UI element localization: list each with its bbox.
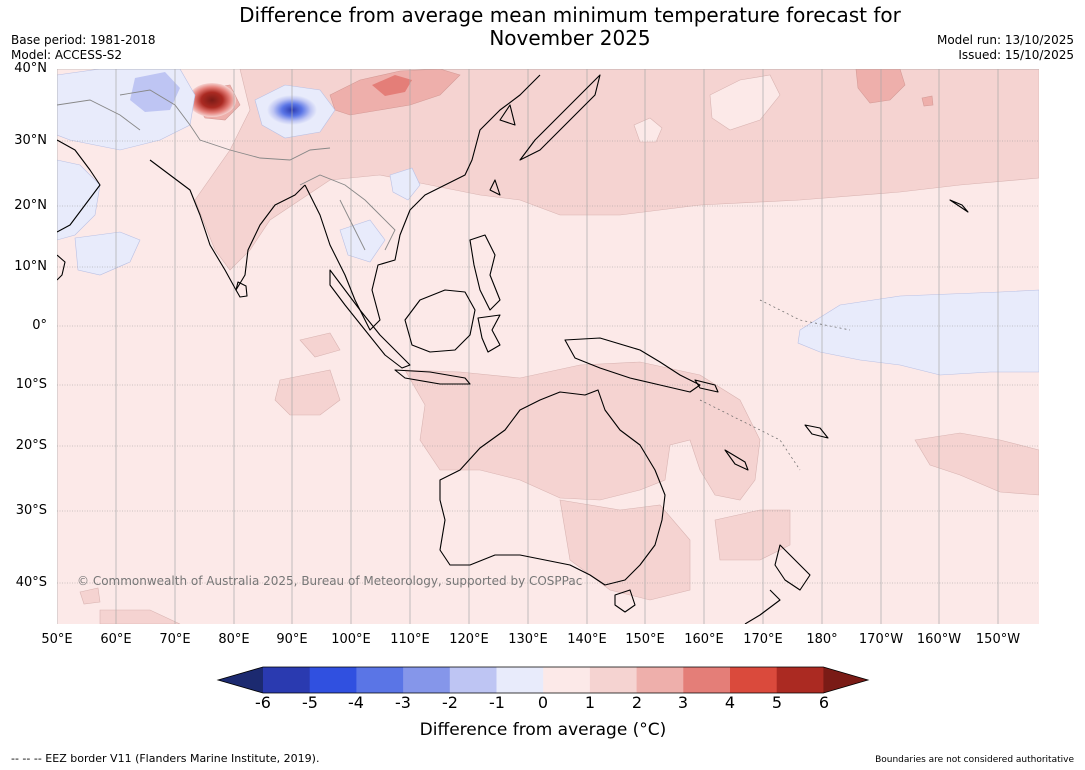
colorbar-tick: -5 [302, 693, 318, 712]
colorbar-segment [309, 667, 357, 693]
colorbar-tick: 1 [584, 693, 596, 712]
lon-label: 100°E [331, 632, 371, 647]
country-borders [57, 89, 396, 251]
model-name: Model: ACCESS-S2 [11, 48, 123, 62]
colorbar-tick: 4 [724, 693, 736, 712]
lon-label: 170°E [743, 632, 783, 647]
colorbar-outline [216, 666, 870, 694]
colorbar-tick: -4 [348, 693, 364, 712]
colorbar-segment [589, 667, 638, 693]
colorbar-tick: 6 [818, 693, 830, 712]
lat-label: 40°N [14, 61, 47, 76]
colorbar-segment [636, 667, 684, 693]
lat-label: 20°S [15, 438, 47, 453]
lon-label: 150°W [975, 632, 1021, 647]
colorbar-tick: 2 [631, 693, 643, 712]
eez-legend-note: -- -- -- EEZ border V11 (Flanders Marine… [11, 752, 320, 765]
meridians [57, 69, 999, 624]
lon-label: 160°E [684, 632, 724, 647]
lon-label: 50°E [41, 632, 73, 647]
colorbar-extend-low [218, 667, 263, 693]
meta-left: Base period: 1981-2018 Model: ACCESS-S2 [11, 33, 156, 63]
anomaly-3-to-4-area [372, 75, 412, 96]
colorbar-tick: 0 [537, 693, 549, 712]
colorbar-segment [776, 667, 824, 693]
colorbar-extend-high [823, 667, 868, 693]
lon-label: 60°E [100, 632, 132, 647]
colorbar-tick: -1 [489, 693, 505, 712]
lat-label: 30°N [14, 133, 47, 148]
colorbar-segment [403, 667, 451, 693]
lat-label: 0° [32, 318, 47, 333]
colorbar-segment [496, 667, 544, 693]
coastlines [57, 74, 969, 624]
base-period: Base period: 1981-2018 [11, 33, 156, 47]
lon-label: 90°E [276, 632, 308, 647]
lon-label: 130°E [508, 632, 548, 647]
lon-label: 140°E [567, 632, 607, 647]
lon-label: 80°E [218, 632, 250, 647]
issued-date: Issued: 15/10/2025 [958, 48, 1074, 62]
colorbar [216, 666, 870, 694]
colorbar-label: Difference from average (°C) [419, 720, 667, 740]
lat-label: 10°N [14, 259, 47, 274]
map-title: Difference from average mean minimum tem… [170, 4, 970, 50]
colorbar-segment [449, 667, 497, 693]
anomaly-1-to-2-areas [79, 69, 1039, 624]
lon-label: 180° [806, 632, 838, 647]
graticule [57, 69, 1039, 584]
copyright-notice: © Commonwealth of Australia 2025, Bureau… [77, 574, 583, 588]
colorbar-tick: 3 [677, 693, 689, 712]
colorbar-segment [543, 667, 591, 693]
title-line-1: Difference from average mean minimum tem… [239, 3, 901, 27]
colorbar-tick: -3 [395, 693, 411, 712]
lon-label: 150°E [625, 632, 665, 647]
colorbar-tick: 5 [771, 693, 783, 712]
lat-label: 30°S [15, 503, 47, 518]
boundary-disclaimer: Boundaries are not considered authoritat… [875, 755, 1074, 765]
colorbar-segment [730, 667, 778, 693]
lat-label: 10°S [15, 377, 47, 392]
lon-label: 170°W [858, 632, 904, 647]
lat-label: 20°N [14, 198, 47, 213]
model-run: Model run: 13/10/2025 [936, 33, 1074, 47]
lon-label: 120°E [449, 632, 489, 647]
colorbar-segment [356, 667, 404, 693]
colorbar-segment [683, 667, 731, 693]
colorbar-segment [263, 667, 311, 693]
lat-label: 40°S [15, 575, 47, 590]
colorbar-tick: -6 [255, 693, 271, 712]
lon-label: 110°E [390, 632, 430, 647]
hot-anomaly-spot [188, 83, 236, 117]
meta-right: Model run: 13/10/2025 Issued: 15/10/2025 [937, 33, 1074, 63]
colorbar-tick: -2 [442, 693, 458, 712]
lon-label: 160°W [916, 632, 962, 647]
title-line-2: November 2025 [489, 26, 651, 50]
anomaly-minus-1-to-minus-2-area [130, 72, 180, 112]
lon-label: 70°E [159, 632, 191, 647]
